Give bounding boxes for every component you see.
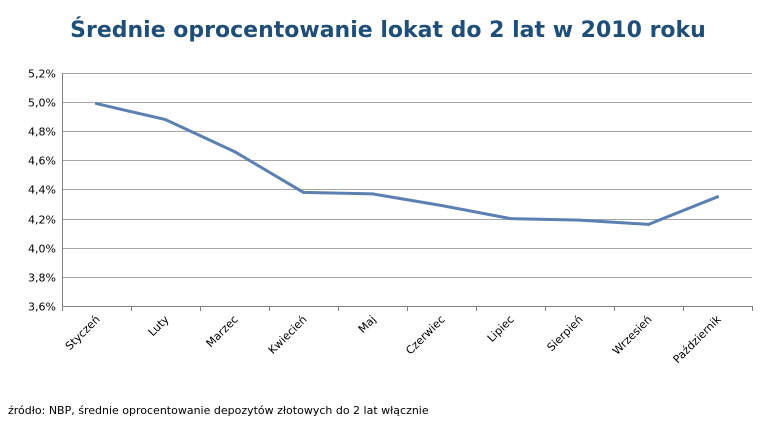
chart-title: Średnie oprocentowanie lokat do 2 lat w … (70, 18, 706, 43)
x-tick-label: Marzec (204, 313, 241, 350)
data-point (95, 102, 98, 106)
data-point (716, 195, 719, 199)
data-point (371, 192, 374, 196)
x-tick-label: Luty (146, 313, 172, 339)
data-point (233, 150, 236, 154)
y-tick-label: 3,6% (28, 301, 56, 314)
x-tick-label: Styczeń (63, 313, 103, 353)
x-tick-label: Wrzesień (610, 313, 655, 358)
y-tick-label: 4,2% (28, 214, 56, 227)
series-line (95, 102, 719, 226)
y-tick-label: 5,2% (28, 68, 56, 81)
y-tick-label: 4,0% (28, 243, 56, 256)
y-tick-label: 4,4% (28, 184, 56, 197)
x-tick-label: Sierpień (545, 313, 586, 354)
data-point (647, 222, 650, 226)
x-tick-label: Kwiecień (266, 313, 310, 357)
data-point (302, 190, 305, 194)
x-tick-label: Maj (356, 313, 379, 336)
x-tick-label: Październik (671, 312, 724, 365)
y-tick-label: 4,6% (28, 155, 56, 168)
data-point (164, 118, 167, 122)
y-tick-label: 4,8% (28, 126, 56, 139)
y-tick-label: 3,8% (28, 272, 56, 285)
data-point (440, 204, 443, 208)
x-tick-label: Lipiec (485, 313, 517, 345)
source-note: źródło: NBP, średnie oprocentowanie depo… (8, 404, 429, 417)
y-tick-label: 5,0% (28, 97, 56, 110)
x-tick-label: Czerwiec (403, 313, 447, 357)
data-point (509, 217, 512, 221)
data-point (578, 218, 581, 222)
